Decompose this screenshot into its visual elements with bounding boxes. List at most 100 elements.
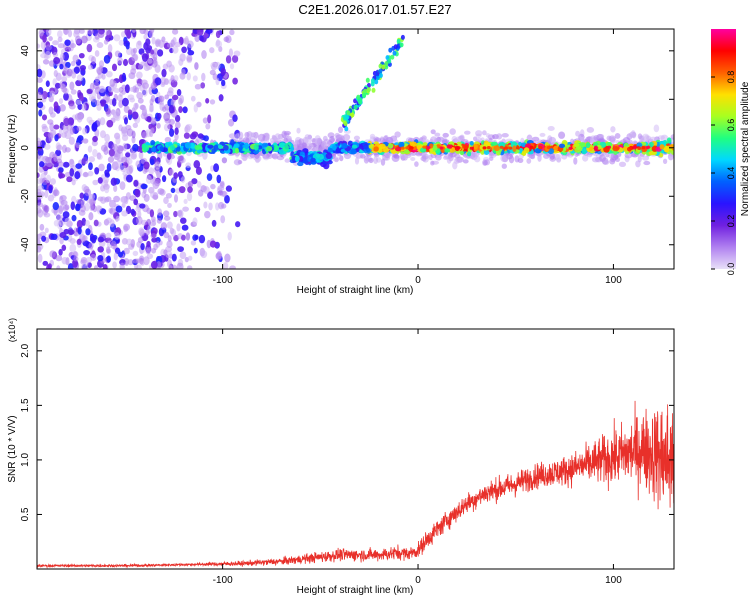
heatmap-cell: [189, 133, 197, 140]
heatmap-cell: [150, 82, 157, 90]
heatmap-cell: [446, 155, 452, 164]
heatmap-cell: [659, 152, 664, 158]
heatmap-cell: [185, 232, 191, 241]
heatmap-cell: [325, 152, 333, 160]
heatmap-cell: [177, 171, 183, 179]
heatmap-cell: [45, 161, 53, 168]
heatmap-cell: [142, 87, 148, 97]
heatmap-cell: [156, 112, 162, 120]
heatmap-cell: [112, 261, 117, 269]
heatmap-cell: [415, 151, 423, 157]
heatmap-cell: [193, 160, 201, 169]
heatmap-cell: [606, 142, 613, 147]
heatmap-cell: [284, 144, 289, 151]
heatmap-cell: [92, 135, 98, 143]
heatmap-cell: [215, 40, 223, 48]
heatmap-cell: [574, 146, 582, 153]
spectrogram-x-tick-label: 100: [605, 275, 622, 286]
heatmap-cell: [170, 74, 175, 83]
heatmap-cell: [453, 153, 461, 159]
heatmap-cell: [70, 89, 77, 95]
heatmap-cell: [145, 248, 151, 255]
heatmap-cell: [187, 40, 194, 49]
heatmap-cell: [66, 176, 73, 183]
heatmap-cell: [228, 133, 237, 139]
heatmap-cell: [529, 145, 534, 149]
heatmap-cell: [94, 99, 101, 106]
colorbar-tick-label: 0.4: [726, 167, 736, 180]
heatmap-cell: [218, 94, 224, 102]
heatmap-cell: [131, 29, 137, 33]
heatmap-cell: [168, 168, 175, 176]
heatmap-cell: [105, 70, 113, 78]
heatmap-cell: [90, 253, 97, 261]
heatmap-cell: [147, 58, 153, 64]
heatmap-cell: [316, 153, 324, 160]
heatmap-cell: [157, 49, 164, 57]
heatmap-cell: [74, 35, 82, 45]
heatmap-cell: [159, 146, 164, 152]
heatmap-cell: [662, 158, 668, 164]
heatmap-cell: [149, 158, 155, 166]
heatmap-cell: [643, 160, 651, 166]
heatmap-cell: [137, 237, 144, 244]
heatmap-cell: [215, 61, 221, 70]
heatmap-cell: [66, 233, 73, 242]
heatmap-cell: [594, 146, 599, 150]
heatmap-cell: [141, 53, 149, 62]
heatmap-cell: [69, 159, 75, 168]
heatmap-cell: [499, 145, 504, 149]
heatmap-cell: [58, 167, 64, 173]
heatmap-cell: [204, 210, 211, 219]
heatmap-cell: [201, 50, 207, 59]
heatmap-cell: [122, 58, 129, 67]
heatmap-cell: [104, 141, 109, 148]
heatmap-cell: [400, 34, 405, 40]
heatmap-cell: [220, 67, 226, 76]
heatmap-cell: [179, 251, 187, 260]
heatmap-cell: [113, 195, 121, 203]
heatmap-cell: [203, 135, 209, 142]
heatmap-cell: [76, 74, 84, 82]
heatmap-cell: [229, 63, 235, 70]
heatmap-cell: [46, 264, 52, 269]
colorbar-tick-label: 0.0: [726, 263, 736, 276]
heatmap-cell: [486, 146, 491, 150]
heatmap-cell: [66, 124, 73, 131]
heatmap-cell: [75, 203, 81, 212]
heatmap-cell: [111, 63, 118, 72]
heatmap-cell: [605, 152, 610, 158]
heatmap-cell: [52, 153, 58, 160]
heatmap-cell: [80, 199, 85, 208]
heatmap-cell: [49, 112, 56, 118]
heatmap-cell: [482, 130, 487, 136]
heatmap-cell: [517, 157, 524, 163]
heatmap-cell: [109, 78, 116, 87]
chart-title: C2E1.2026.017.01.57.E27: [298, 2, 452, 17]
heatmap-cell: [126, 165, 133, 175]
heatmap-cell: [232, 114, 238, 122]
heatmap-cell: [82, 138, 89, 144]
heatmap-cell: [83, 171, 89, 178]
heatmap-cell: [573, 157, 578, 165]
heatmap-cell: [107, 156, 115, 163]
heatmap-cell: [121, 134, 129, 142]
heatmap-cell: [140, 260, 145, 266]
heatmap-cell: [546, 145, 551, 150]
heatmap-cell: [211, 219, 217, 227]
heatmap-cell: [138, 63, 143, 70]
heatmap-cell: [50, 178, 56, 185]
heatmap-cell: [171, 29, 179, 35]
heatmap-cell: [618, 161, 627, 168]
heatmap-cell: [98, 163, 105, 172]
heatmap-cell: [86, 116, 93, 123]
heatmap-cell: [127, 109, 133, 116]
heatmap-cell: [173, 75, 179, 82]
heatmap-cell: [568, 146, 573, 150]
heatmap-cell: [186, 54, 193, 62]
heatmap-cell: [62, 205, 69, 212]
heatmap-cell: [150, 140, 156, 146]
heatmap-cell: [641, 155, 650, 161]
heatmap-cell: [53, 101, 59, 110]
snr-x-ticks: -100 0 100: [213, 329, 622, 586]
